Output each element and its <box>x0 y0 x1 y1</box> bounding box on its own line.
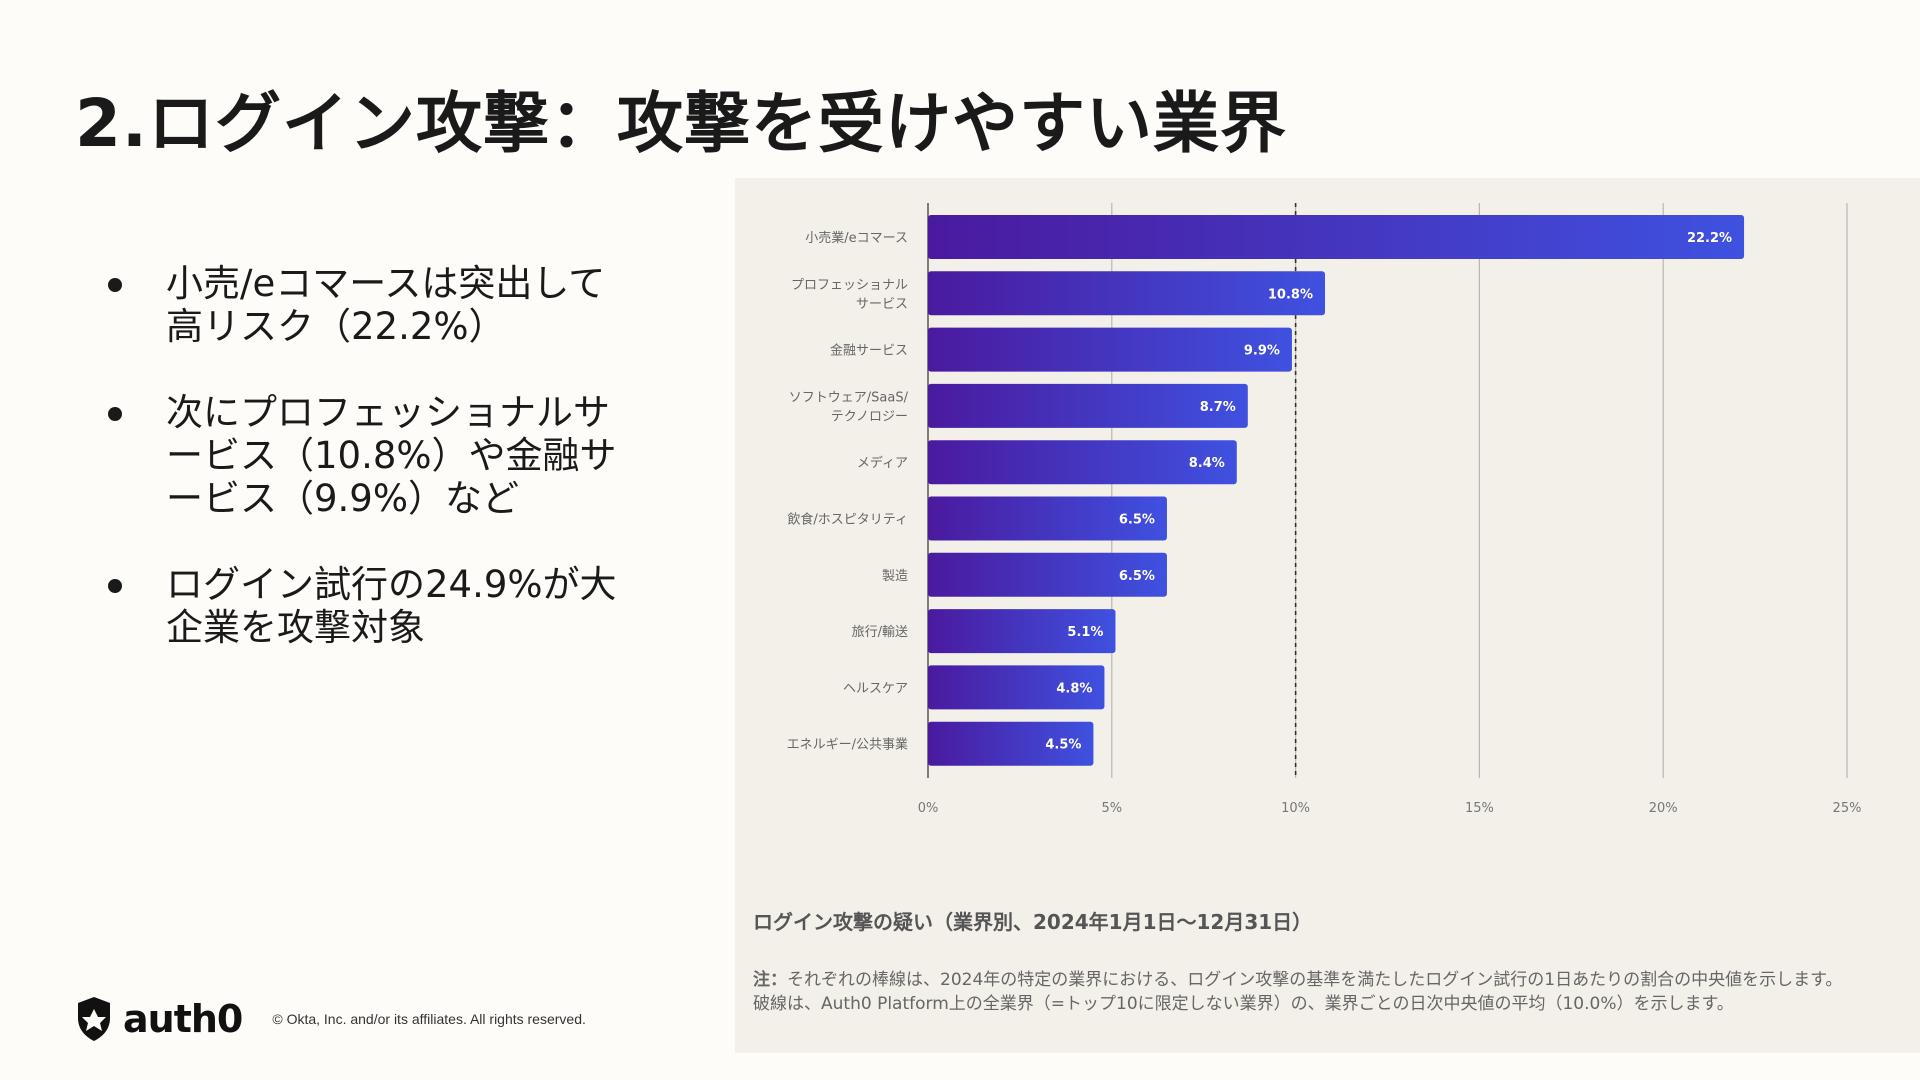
category-label: テクノロジー <box>831 409 908 424</box>
bar <box>928 440 1237 485</box>
copyright-text: © Okta, Inc. and/or its affiliates. All … <box>272 1011 586 1027</box>
page-title: 2.ログイン攻撃：攻撃を受けやすい業界 <box>75 85 1287 162</box>
category-label: 製造 <box>882 569 908 584</box>
bar-value-label: 4.5% <box>1045 738 1081 753</box>
category-label: 飲食/ホスピタリティ <box>787 512 908 528</box>
bar-value-label: 8.7% <box>1200 400 1236 415</box>
category-label: ソフトウェア/SaaS/ <box>789 390 909 405</box>
bar <box>928 327 1292 372</box>
bar-value-label: 10.8% <box>1268 287 1313 302</box>
bar <box>928 271 1326 316</box>
chart-caption: ログイン攻撃の疑い（業界別、2024年1月1日〜12月31日） <box>753 910 1313 934</box>
bar-value-label: 6.5% <box>1119 569 1155 584</box>
bullet-list: 小売/eコマースは突出して高リスク（22.2%） 次にプロフェッショナルサービス… <box>100 262 620 692</box>
note-line-2: 破線は、Auth0 Platform上の全業界（=トップ10に限定しない業界）の… <box>753 994 1734 1014</box>
bar-value-label: 4.8% <box>1056 681 1092 696</box>
category-label: メディア <box>857 455 908 471</box>
bar <box>928 215 1745 259</box>
bar-value-label: 9.9% <box>1244 344 1280 359</box>
x-tick-label: 10% <box>1281 801 1310 816</box>
auth0-shield-icon <box>78 997 110 1041</box>
category-label: 金融サービス <box>830 343 908 359</box>
bullet-dot-icon <box>108 579 122 593</box>
bullet-item: 次にプロフェッショナルサービス（10.8%）や金融サービス（9.9%）など <box>100 391 620 520</box>
bullet-dot-icon <box>108 278 122 292</box>
bar-value-label: 5.1% <box>1067 625 1103 640</box>
bullet-item: ログイン試行の24.9%が大企業を攻撃対象 <box>100 563 620 649</box>
bar <box>928 721 1094 766</box>
chart-note: 注：それぞれの棒線は、2024年の特定の業界における、ログイン攻撃の基準を満たし… <box>753 968 1913 1016</box>
bullet-item: 小売/eコマースは突出して高リスク（22.2%） <box>100 262 620 348</box>
note-label: 注： <box>753 970 787 990</box>
bar <box>928 609 1116 654</box>
x-tick-label: 0% <box>918 801 939 816</box>
category-label: ヘルスケア <box>843 681 908 696</box>
x-tick-label: 25% <box>1833 801 1862 816</box>
bar-chart: 0% 5% 10% 15% 20% 25% 22.2% 小売業/eコマース 10.8% プロフェッ… <box>787 203 1862 816</box>
bullet-text: 小売/eコマースは突出して高リスク（22.2%） <box>166 262 606 348</box>
bar-value-label: 6.5% <box>1119 513 1155 528</box>
bar-value-label: 22.2% <box>1687 231 1732 246</box>
footer: auth0 © Okta, Inc. and/or its affiliates… <box>75 996 586 1042</box>
bar-value-label: 8.4% <box>1189 456 1225 471</box>
bar <box>928 552 1167 597</box>
category-label: エネルギー/公共事業 <box>787 737 908 753</box>
x-tick-label: 15% <box>1465 801 1494 816</box>
bullet-text: 次にプロフェッショナルサービス（10.8%）や金融サービス（9.9%）など <box>166 391 617 520</box>
category-label: プロフェッショナル <box>791 278 908 293</box>
note-text-1: それぞれの棒線は、2024年の特定の業界における、ログイン攻撃の基準を満たしたロ… <box>787 970 1843 990</box>
bullet-text: ログイン試行の24.9%が大企業を攻撃対象 <box>166 563 617 649</box>
auth0-logo-text: auth0 <box>123 997 243 1041</box>
chart-panel: 0% 5% 10% 15% 20% 25% 22.2% 小売業/eコマース 10.8% プロフェッ… <box>735 178 1920 1053</box>
note-line-1: 注：それぞれの棒線は、2024年の特定の業界における、ログイン攻撃の基準を満たし… <box>753 968 1913 992</box>
x-tick-label: 5% <box>1101 801 1122 816</box>
category-label: 旅行/輸送 <box>852 625 908 640</box>
bar <box>928 383 1248 428</box>
category-label: 小売業/eコマース <box>805 230 908 246</box>
category-label: サービス <box>856 297 908 312</box>
x-tick-label: 20% <box>1649 801 1678 816</box>
bar <box>928 665 1105 710</box>
bullet-dot-icon <box>108 407 122 421</box>
bar <box>928 496 1167 541</box>
